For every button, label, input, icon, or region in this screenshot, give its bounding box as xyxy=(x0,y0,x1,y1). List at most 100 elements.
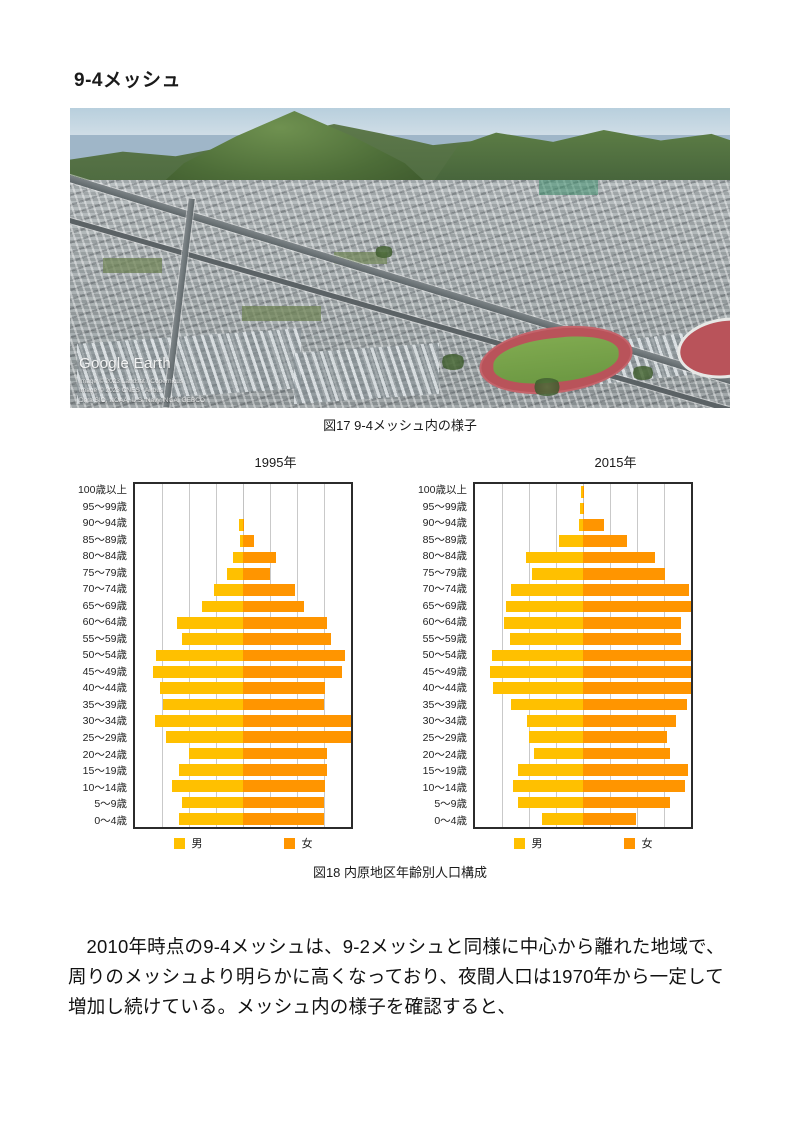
bar-male xyxy=(213,584,243,596)
age-label: 65〜69歳 xyxy=(82,599,127,612)
age-label: 0〜4歳 xyxy=(434,814,467,827)
bar-male xyxy=(518,796,583,809)
bar-female xyxy=(243,747,328,760)
bar-female xyxy=(583,698,688,711)
figure-17-caption: 図17 9-4メッシュ内の様子 xyxy=(323,418,477,433)
bar-female xyxy=(243,698,325,711)
male-color-swatch xyxy=(173,837,185,849)
pyramid-row xyxy=(475,762,691,778)
google-earth-watermark: Google Earth xyxy=(79,355,171,372)
age-label: 85〜89歳 xyxy=(82,533,127,546)
age-label: 40〜44歳 xyxy=(82,682,127,695)
age-label: 45〜49歳 xyxy=(422,665,467,678)
bar-female xyxy=(243,812,325,825)
chart-1995: 1995年 100歳以上 95〜99歳 90〜94歳 85〜89歳 80〜84歳 75〜7… xyxy=(58,452,418,852)
legend-item-male: 男 xyxy=(173,835,203,851)
bar-female xyxy=(583,567,666,580)
bar-female xyxy=(243,780,326,792)
bar-female xyxy=(243,665,343,678)
bar-male xyxy=(533,747,583,760)
pyramid-row xyxy=(475,598,691,614)
bar-male xyxy=(189,747,243,760)
bar-female xyxy=(583,616,682,629)
age-label: 40〜44歳 xyxy=(422,682,467,695)
bar-female xyxy=(583,518,604,531)
pyramid-row xyxy=(135,631,351,647)
age-label: 75〜79歳 xyxy=(422,566,467,579)
bar-female xyxy=(583,502,584,515)
pyramid-row xyxy=(135,582,351,598)
age-label: 35〜39歳 xyxy=(422,698,467,711)
page-title: 9-4メッシュ xyxy=(74,70,181,91)
bar-male xyxy=(152,665,243,678)
bar-male xyxy=(531,567,583,580)
bar-female xyxy=(583,551,655,564)
pyramid-row xyxy=(475,484,691,500)
age-label: 90〜94歳 xyxy=(82,517,127,530)
bar-female xyxy=(583,763,689,776)
age-label: 20〜24歳 xyxy=(422,748,467,761)
bar-male xyxy=(172,780,243,792)
bar-male xyxy=(541,812,583,825)
bar-male xyxy=(159,682,243,694)
legend-label-male: 男 xyxy=(191,838,203,850)
age-label: 35〜39歳 xyxy=(82,698,127,711)
bar-male xyxy=(527,714,583,727)
plot-area-1995 xyxy=(133,482,353,829)
bar-female xyxy=(583,780,686,792)
bar-male xyxy=(579,518,583,531)
legend-2015: 男 女 xyxy=(473,835,693,851)
age-label: 15〜19歳 xyxy=(82,765,127,778)
male-color-swatch xyxy=(513,837,525,849)
population-pyramid-charts: 1995年 100歳以上 95〜99歳 90〜94歳 85〜89歳 80〜84歳 75〜7… xyxy=(0,452,800,852)
bar-female xyxy=(583,747,671,760)
chart-title-2015: 2015年 xyxy=(594,455,637,470)
age-label: 85〜89歳 xyxy=(422,533,467,546)
bar-male xyxy=(179,763,243,776)
aerial-photo-figure: Google Earth Image © 2023 Landsat / Cope… xyxy=(70,108,730,408)
pyramid-row xyxy=(135,598,351,614)
tree-cluster xyxy=(631,366,655,380)
bar-male xyxy=(513,780,583,792)
pyramid-row xyxy=(475,566,691,582)
bar-female xyxy=(243,551,277,564)
bar-female xyxy=(583,682,691,694)
pyramid-row xyxy=(475,615,691,631)
pyramid-row xyxy=(135,533,351,549)
age-label: 5〜9歳 xyxy=(434,798,467,811)
bar-male xyxy=(227,567,243,580)
bar-female xyxy=(583,584,690,596)
bar-male xyxy=(510,633,583,645)
pyramid-row xyxy=(135,794,351,810)
bar-male xyxy=(489,665,583,678)
bar-male xyxy=(239,518,243,531)
legend-1995: 男 女 xyxy=(133,835,353,851)
pyramid-row xyxy=(475,500,691,516)
field-patch xyxy=(103,258,163,273)
bar-male xyxy=(182,796,243,809)
bar-male xyxy=(162,698,243,711)
pyramid-row xyxy=(135,500,351,516)
pyramid-row xyxy=(475,729,691,745)
bar-male xyxy=(559,535,583,548)
bar-female xyxy=(243,600,304,613)
tree-cluster xyxy=(439,354,466,370)
tree-cluster xyxy=(532,378,562,396)
pyramid-row xyxy=(135,696,351,712)
age-label: 95〜99歳 xyxy=(422,500,467,513)
age-label: 30〜34歳 xyxy=(422,715,467,728)
pyramid-row xyxy=(135,680,351,696)
age-label: 80〜84歳 xyxy=(82,550,127,563)
field-patch xyxy=(538,180,598,195)
pyramid-row xyxy=(475,517,691,533)
plot-area-2015 xyxy=(473,482,693,829)
age-label: 95〜99歳 xyxy=(82,500,127,513)
bar-male xyxy=(511,698,583,711)
pyramid-row xyxy=(135,762,351,778)
bar-male xyxy=(240,535,243,548)
bar-female xyxy=(243,616,328,629)
bar-male xyxy=(179,812,243,825)
bar-male xyxy=(182,633,243,645)
pyramid-row xyxy=(475,680,691,696)
